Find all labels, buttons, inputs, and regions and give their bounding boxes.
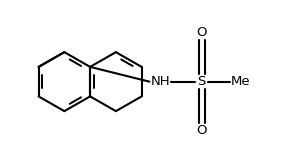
Text: S: S [198, 75, 206, 88]
Text: O: O [197, 26, 207, 39]
Text: NH: NH [151, 75, 170, 88]
Text: Me: Me [231, 75, 250, 88]
Text: O: O [197, 124, 207, 137]
